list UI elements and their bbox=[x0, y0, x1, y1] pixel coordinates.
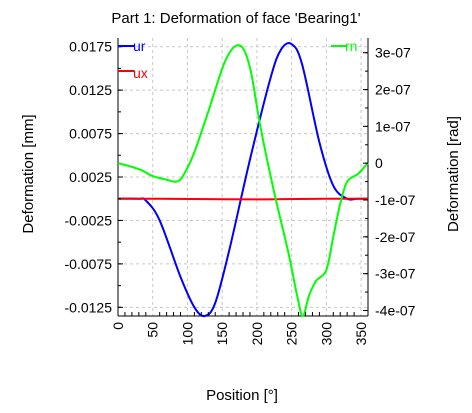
ticks-layer: 0 50 100 150 200 250 300 350 0.0175 0.0125 0.0075 0… bbox=[65, 39, 416, 346]
y-axis-left-label: Deformation [mm] bbox=[20, 114, 37, 233]
series-line-ur bbox=[117, 42, 368, 318]
y-right-tick-label: -3e-07 bbox=[375, 266, 416, 282]
chart-title: Part 1: Deformation of face 'Bearing1' bbox=[111, 10, 360, 27]
x-tick-label: 250 bbox=[284, 322, 300, 346]
y-right-tick-label: 1e-07 bbox=[375, 118, 411, 134]
y-right-tick-label: 0 bbox=[375, 155, 383, 171]
y-left-tick-label: -0.0075 bbox=[65, 256, 113, 272]
x-tick-label: 50 bbox=[145, 322, 161, 338]
legend-label-ux: ux bbox=[133, 65, 148, 81]
series-line-ux bbox=[117, 197, 369, 201]
y-left-tick-label: -0.0025 bbox=[65, 212, 113, 228]
legend: ur ux rn bbox=[118, 38, 357, 81]
x-tick-label: 350 bbox=[353, 322, 369, 346]
y-axis-right-label: Deformation [rad] bbox=[445, 116, 462, 232]
x-tick-label: 100 bbox=[179, 322, 195, 346]
y-left-tick-label: -0.0125 bbox=[65, 299, 113, 315]
x-tick-label: 0 bbox=[110, 322, 126, 330]
series-line-rn bbox=[117, 44, 369, 317]
y-left-tick-label: 0.0125 bbox=[69, 82, 112, 98]
y-left-tick-label: 0.0175 bbox=[69, 39, 112, 55]
series-layer bbox=[117, 42, 369, 318]
x-tick-label: 300 bbox=[318, 322, 334, 346]
y-right-tick-label: -1e-07 bbox=[375, 192, 416, 208]
y-right-tick-label: 3e-07 bbox=[375, 45, 411, 61]
y-right-tick-label: 2e-07 bbox=[375, 82, 411, 98]
y-left-tick-label: 0.0075 bbox=[69, 126, 112, 142]
y-left-tick-label: 0.0025 bbox=[69, 169, 112, 185]
legend-label-ur: ur bbox=[133, 38, 146, 54]
x-tick-label: 150 bbox=[214, 322, 230, 346]
legend-label-rn: rn bbox=[345, 38, 357, 54]
x-axis-label: Position [°] bbox=[206, 387, 278, 404]
x-tick-label: 200 bbox=[249, 322, 265, 346]
y-right-tick-label: -4e-07 bbox=[375, 302, 416, 318]
y-right-tick-label: -2e-07 bbox=[375, 229, 416, 245]
